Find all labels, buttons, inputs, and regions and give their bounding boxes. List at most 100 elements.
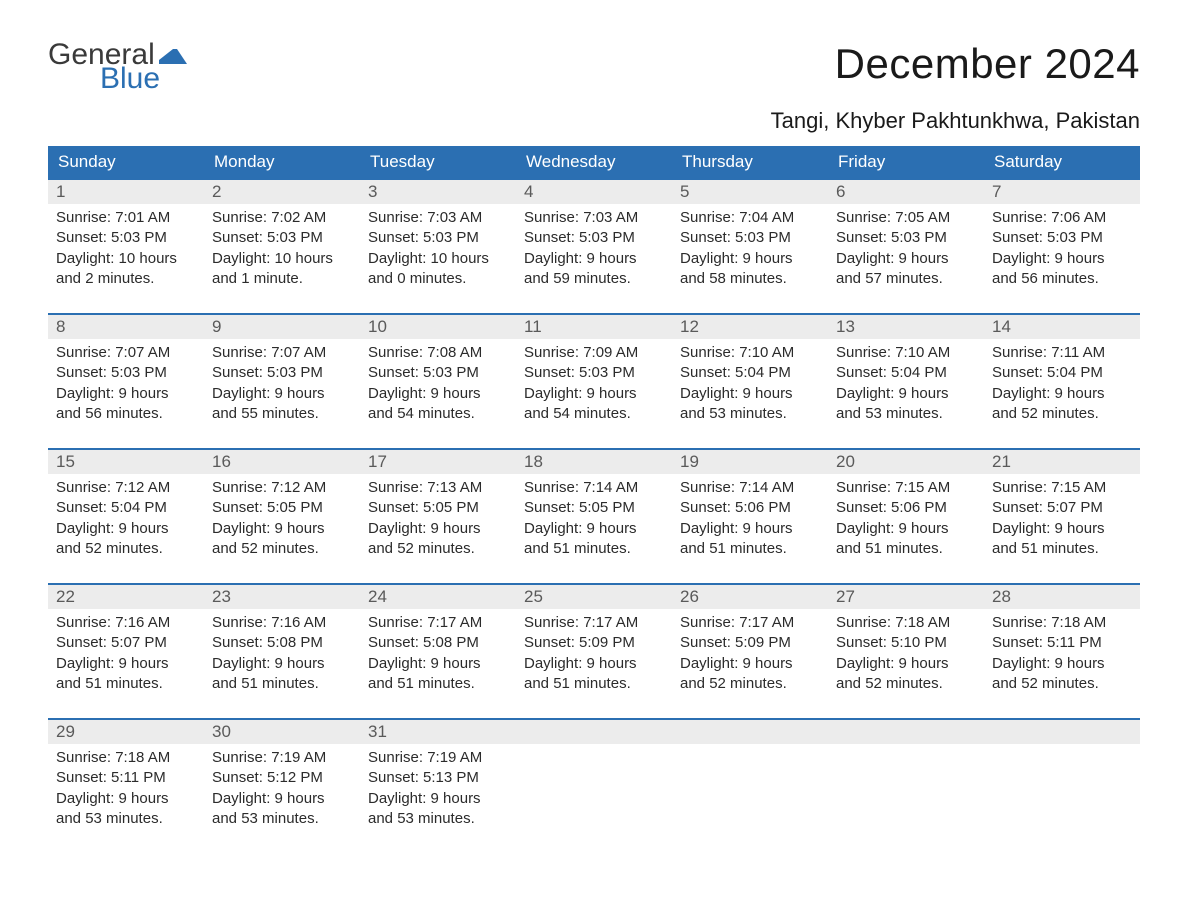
day-number: 24 xyxy=(360,585,516,609)
daylight-text-2: and 51 minutes. xyxy=(212,674,352,694)
day-body: Sunrise: 7:01 AMSunset: 5:03 PMDaylight:… xyxy=(48,204,204,313)
day-number: 16 xyxy=(204,450,360,474)
day-number xyxy=(828,720,984,744)
daylight-text-1: Daylight: 9 hours xyxy=(992,654,1132,674)
daylight-text-1: Daylight: 9 hours xyxy=(56,384,196,404)
daylight-text-2: and 51 minutes. xyxy=(524,539,664,559)
day-cell: 13Sunrise: 7:10 AMSunset: 5:04 PMDayligh… xyxy=(828,315,984,448)
daylight-text-2: and 53 minutes. xyxy=(56,809,196,829)
sunrise-text: Sunrise: 7:15 AM xyxy=(992,478,1132,498)
day-cell: 29Sunrise: 7:18 AMSunset: 5:11 PMDayligh… xyxy=(48,720,204,853)
day-cell: 7Sunrise: 7:06 AMSunset: 5:03 PMDaylight… xyxy=(984,180,1140,313)
sunrise-text: Sunrise: 7:12 AM xyxy=(212,478,352,498)
sunrise-text: Sunrise: 7:07 AM xyxy=(56,343,196,363)
sunset-text: Sunset: 5:04 PM xyxy=(680,363,820,383)
day-number: 27 xyxy=(828,585,984,609)
sunset-text: Sunset: 5:07 PM xyxy=(56,633,196,653)
dow-cell: Friday xyxy=(828,146,984,178)
day-number: 18 xyxy=(516,450,672,474)
sunset-text: Sunset: 5:03 PM xyxy=(368,363,508,383)
title-block: December 2024 xyxy=(835,40,1140,88)
day-body: Sunrise: 7:10 AMSunset: 5:04 PMDaylight:… xyxy=(672,339,828,448)
day-cell: 4Sunrise: 7:03 AMSunset: 5:03 PMDaylight… xyxy=(516,180,672,313)
sunrise-text: Sunrise: 7:18 AM xyxy=(56,748,196,768)
daylight-text-2: and 1 minute. xyxy=(212,269,352,289)
day-number: 3 xyxy=(360,180,516,204)
day-cell: 12Sunrise: 7:10 AMSunset: 5:04 PMDayligh… xyxy=(672,315,828,448)
daylight-text-2: and 54 minutes. xyxy=(524,404,664,424)
day-body: Sunrise: 7:18 AMSunset: 5:10 PMDaylight:… xyxy=(828,609,984,718)
day-body: Sunrise: 7:14 AMSunset: 5:06 PMDaylight:… xyxy=(672,474,828,583)
sunset-text: Sunset: 5:08 PM xyxy=(212,633,352,653)
day-number: 10 xyxy=(360,315,516,339)
sunset-text: Sunset: 5:04 PM xyxy=(836,363,976,383)
daylight-text-2: and 56 minutes. xyxy=(56,404,196,424)
day-cell: 27Sunrise: 7:18 AMSunset: 5:10 PMDayligh… xyxy=(828,585,984,718)
sunset-text: Sunset: 5:03 PM xyxy=(56,363,196,383)
header: General Blue December 2024 xyxy=(48,40,1140,94)
month-title: December 2024 xyxy=(835,40,1140,88)
day-number: 11 xyxy=(516,315,672,339)
day-body: Sunrise: 7:12 AMSunset: 5:04 PMDaylight:… xyxy=(48,474,204,583)
sunrise-text: Sunrise: 7:19 AM xyxy=(212,748,352,768)
day-number: 4 xyxy=(516,180,672,204)
day-cell: 2Sunrise: 7:02 AMSunset: 5:03 PMDaylight… xyxy=(204,180,360,313)
day-cell: 20Sunrise: 7:15 AMSunset: 5:06 PMDayligh… xyxy=(828,450,984,583)
sunset-text: Sunset: 5:03 PM xyxy=(212,363,352,383)
daylight-text-1: Daylight: 9 hours xyxy=(992,384,1132,404)
day-cell: 23Sunrise: 7:16 AMSunset: 5:08 PMDayligh… xyxy=(204,585,360,718)
daylight-text-2: and 52 minutes. xyxy=(680,674,820,694)
daylight-text-1: Daylight: 10 hours xyxy=(212,249,352,269)
day-body: Sunrise: 7:13 AMSunset: 5:05 PMDaylight:… xyxy=(360,474,516,583)
day-cell xyxy=(984,720,1140,853)
daylight-text-2: and 57 minutes. xyxy=(836,269,976,289)
day-body: Sunrise: 7:02 AMSunset: 5:03 PMDaylight:… xyxy=(204,204,360,313)
sunrise-text: Sunrise: 7:12 AM xyxy=(56,478,196,498)
day-body: Sunrise: 7:08 AMSunset: 5:03 PMDaylight:… xyxy=(360,339,516,448)
day-number: 22 xyxy=(48,585,204,609)
daylight-text-1: Daylight: 9 hours xyxy=(212,519,352,539)
day-cell: 14Sunrise: 7:11 AMSunset: 5:04 PMDayligh… xyxy=(984,315,1140,448)
dow-cell: Monday xyxy=(204,146,360,178)
dow-cell: Sunday xyxy=(48,146,204,178)
day-number: 9 xyxy=(204,315,360,339)
day-cell xyxy=(828,720,984,853)
sunrise-text: Sunrise: 7:17 AM xyxy=(680,613,820,633)
day-cell: 6Sunrise: 7:05 AMSunset: 5:03 PMDaylight… xyxy=(828,180,984,313)
day-number: 1 xyxy=(48,180,204,204)
daylight-text-2: and 51 minutes. xyxy=(992,539,1132,559)
day-body: Sunrise: 7:03 AMSunset: 5:03 PMDaylight:… xyxy=(360,204,516,313)
day-body: Sunrise: 7:10 AMSunset: 5:04 PMDaylight:… xyxy=(828,339,984,448)
daylight-text-2: and 52 minutes. xyxy=(992,404,1132,424)
day-cell: 10Sunrise: 7:08 AMSunset: 5:03 PMDayligh… xyxy=(360,315,516,448)
daylight-text-1: Daylight: 10 hours xyxy=(368,249,508,269)
daylight-text-1: Daylight: 9 hours xyxy=(368,654,508,674)
daylight-text-2: and 52 minutes. xyxy=(836,674,976,694)
sunset-text: Sunset: 5:12 PM xyxy=(212,768,352,788)
day-number: 8 xyxy=(48,315,204,339)
daylight-text-1: Daylight: 9 hours xyxy=(836,519,976,539)
sunrise-text: Sunrise: 7:07 AM xyxy=(212,343,352,363)
sunset-text: Sunset: 5:03 PM xyxy=(368,228,508,248)
daylight-text-1: Daylight: 9 hours xyxy=(680,384,820,404)
sunrise-text: Sunrise: 7:17 AM xyxy=(368,613,508,633)
day-cell: 21Sunrise: 7:15 AMSunset: 5:07 PMDayligh… xyxy=(984,450,1140,583)
day-body: Sunrise: 7:09 AMSunset: 5:03 PMDaylight:… xyxy=(516,339,672,448)
day-cell: 5Sunrise: 7:04 AMSunset: 5:03 PMDaylight… xyxy=(672,180,828,313)
day-cell: 22Sunrise: 7:16 AMSunset: 5:07 PMDayligh… xyxy=(48,585,204,718)
day-body xyxy=(828,744,984,772)
day-body: Sunrise: 7:07 AMSunset: 5:03 PMDaylight:… xyxy=(48,339,204,448)
dow-cell: Saturday xyxy=(984,146,1140,178)
day-cell: 11Sunrise: 7:09 AMSunset: 5:03 PMDayligh… xyxy=(516,315,672,448)
day-number: 30 xyxy=(204,720,360,744)
day-number xyxy=(672,720,828,744)
daylight-text-1: Daylight: 9 hours xyxy=(212,654,352,674)
sunset-text: Sunset: 5:13 PM xyxy=(368,768,508,788)
daylight-text-1: Daylight: 9 hours xyxy=(680,519,820,539)
sunset-text: Sunset: 5:11 PM xyxy=(56,768,196,788)
sunset-text: Sunset: 5:06 PM xyxy=(836,498,976,518)
day-number: 17 xyxy=(360,450,516,474)
day-cell: 26Sunrise: 7:17 AMSunset: 5:09 PMDayligh… xyxy=(672,585,828,718)
daylight-text-1: Daylight: 9 hours xyxy=(56,789,196,809)
daylight-text-1: Daylight: 10 hours xyxy=(56,249,196,269)
